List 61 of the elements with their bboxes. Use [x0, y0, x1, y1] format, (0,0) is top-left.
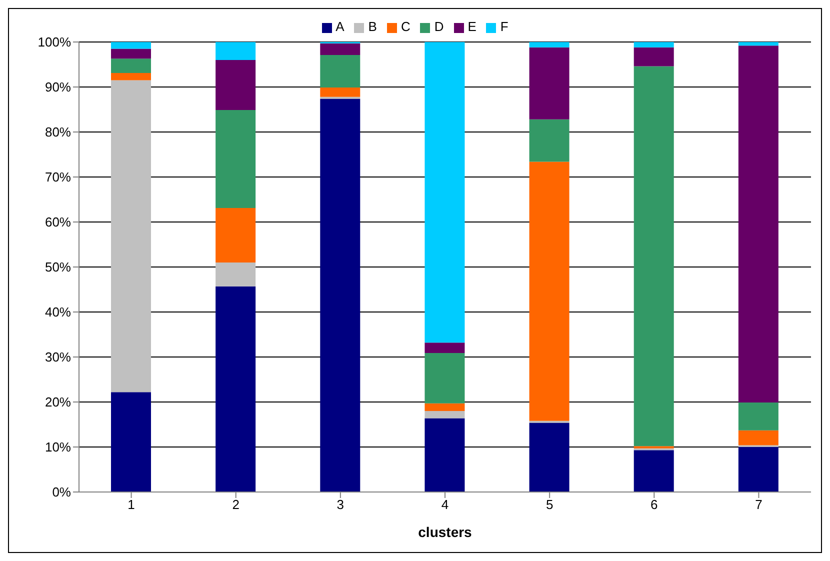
- bar: [738, 430, 778, 446]
- x-tick-label: 5: [546, 497, 554, 512]
- y-tick-label: 60%: [44, 214, 72, 230]
- bar: [216, 42, 256, 60]
- legend-label: B: [368, 19, 377, 34]
- bar: [216, 286, 256, 492]
- bar: [111, 58, 151, 74]
- bar: [738, 42, 778, 46]
- bar: [529, 42, 570, 48]
- bar: [634, 47, 674, 66]
- bar: [424, 411, 465, 418]
- y-tick-label: 0%: [52, 484, 72, 500]
- bar: [216, 110, 256, 208]
- bar: [111, 42, 151, 49]
- y-tick-label: 40%: [44, 304, 72, 320]
- bar: [634, 66, 674, 446]
- y-tick-label: 90%: [44, 80, 72, 95]
- x-tick-label: 6: [650, 497, 658, 512]
- x-tick-label: 1: [128, 497, 135, 512]
- y-tick-label: 10%: [44, 440, 72, 455]
- x-tick-label: 2: [232, 497, 240, 512]
- bar: [634, 450, 674, 492]
- legend-label: D: [434, 19, 444, 34]
- bar: [320, 43, 360, 56]
- bar: [111, 392, 151, 492]
- bar: [216, 208, 256, 262]
- bar: [634, 42, 674, 48]
- y-tick-label: 20%: [44, 394, 72, 410]
- bar: [111, 48, 151, 59]
- x-tick-label: 3: [336, 497, 344, 512]
- y-tick-label: 100%: [38, 34, 72, 50]
- legend-label: F: [500, 19, 508, 34]
- y-tick-label: 70%: [44, 170, 72, 185]
- bar: [320, 87, 360, 97]
- bar: [529, 162, 570, 421]
- bar: [529, 119, 570, 162]
- bar: [111, 80, 151, 392]
- legend-label: E: [468, 19, 476, 34]
- bar: [424, 342, 465, 353]
- y-tick-label: 50%: [44, 260, 72, 275]
- legend-label: A: [336, 19, 344, 34]
- x-tick-label: 7: [755, 497, 762, 512]
- y-tick-label: 30%: [44, 350, 72, 365]
- bar: [320, 98, 360, 492]
- bar: [424, 403, 465, 411]
- legend-label: C: [400, 19, 410, 34]
- bar: [216, 262, 256, 286]
- x-axis-title: clusters: [418, 524, 472, 540]
- bar: [424, 42, 465, 343]
- bar: [320, 55, 360, 88]
- bar: [738, 447, 778, 492]
- bar: [529, 422, 570, 492]
- bar: [738, 46, 778, 402]
- bar: [216, 60, 256, 110]
- y-tick-label: 80%: [44, 124, 72, 140]
- bar: [424, 352, 465, 404]
- bar: [738, 402, 778, 430]
- bar: [111, 73, 151, 80]
- bar: [529, 47, 570, 120]
- bar: [424, 418, 465, 492]
- x-tick-label: 4: [441, 497, 449, 512]
